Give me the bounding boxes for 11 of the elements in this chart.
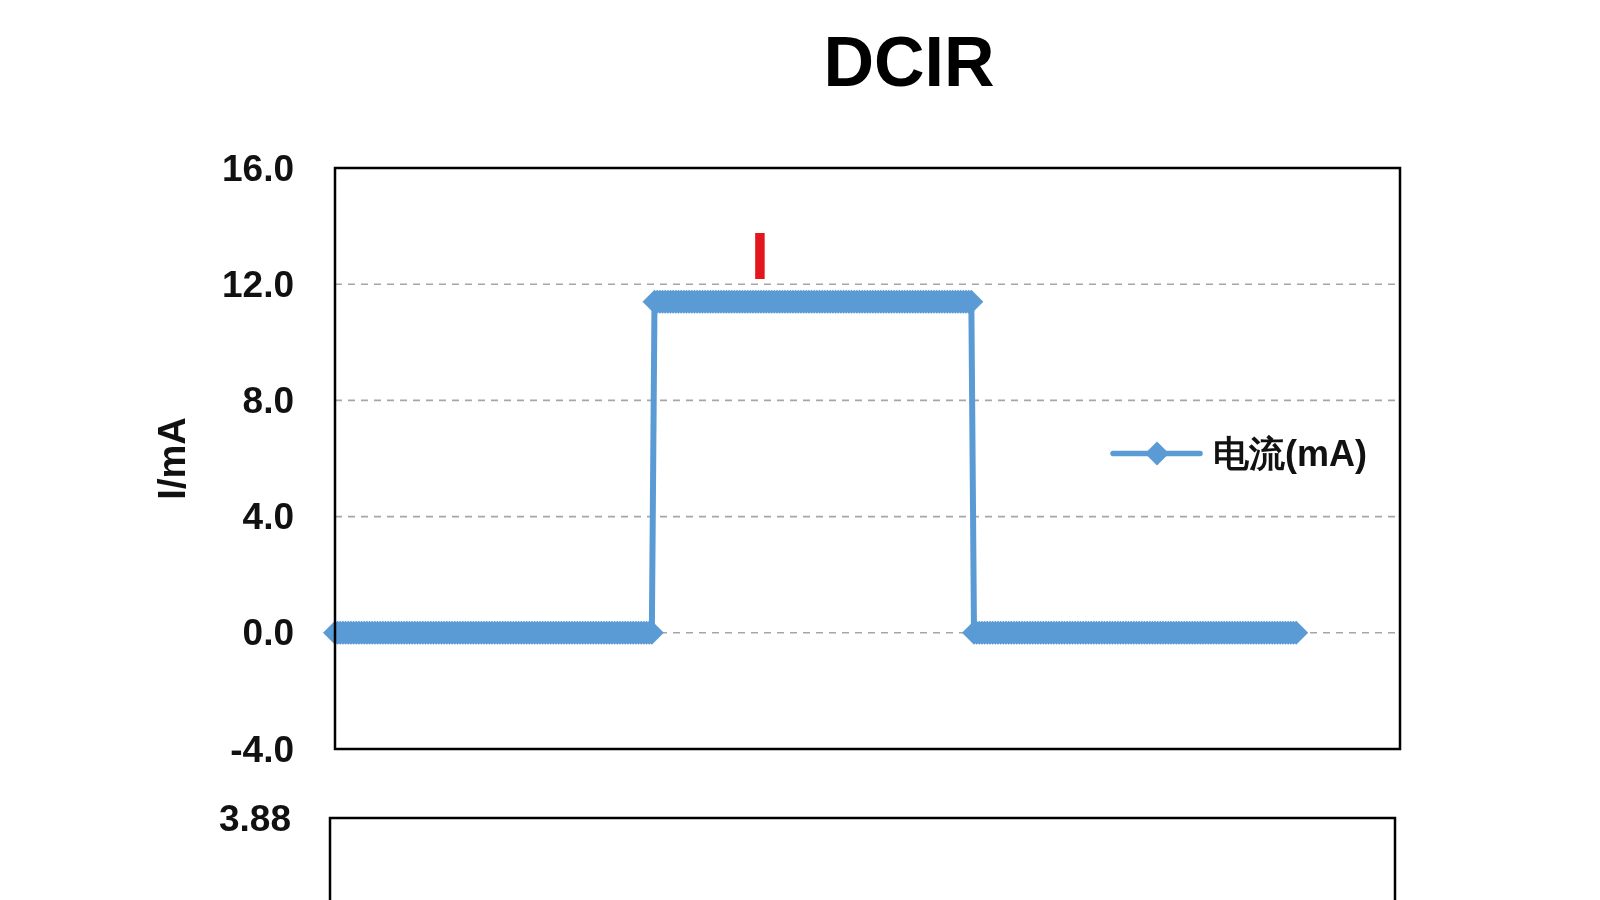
- annotation: I: [750, 219, 770, 293]
- ytick: 16.0: [222, 147, 294, 189]
- title: DCIR: [823, 23, 995, 101]
- ytick: 12.0: [222, 263, 294, 305]
- annotation: 3.88: [219, 797, 291, 839]
- ytick: 8.0: [242, 379, 294, 421]
- ytick: -4.0: [230, 728, 294, 770]
- ytick: 4.0: [242, 496, 294, 538]
- ytick: 0.0: [242, 612, 294, 654]
- legend-label: 电流(mA): [1213, 433, 1367, 474]
- ylabel: I/mA: [151, 417, 193, 500]
